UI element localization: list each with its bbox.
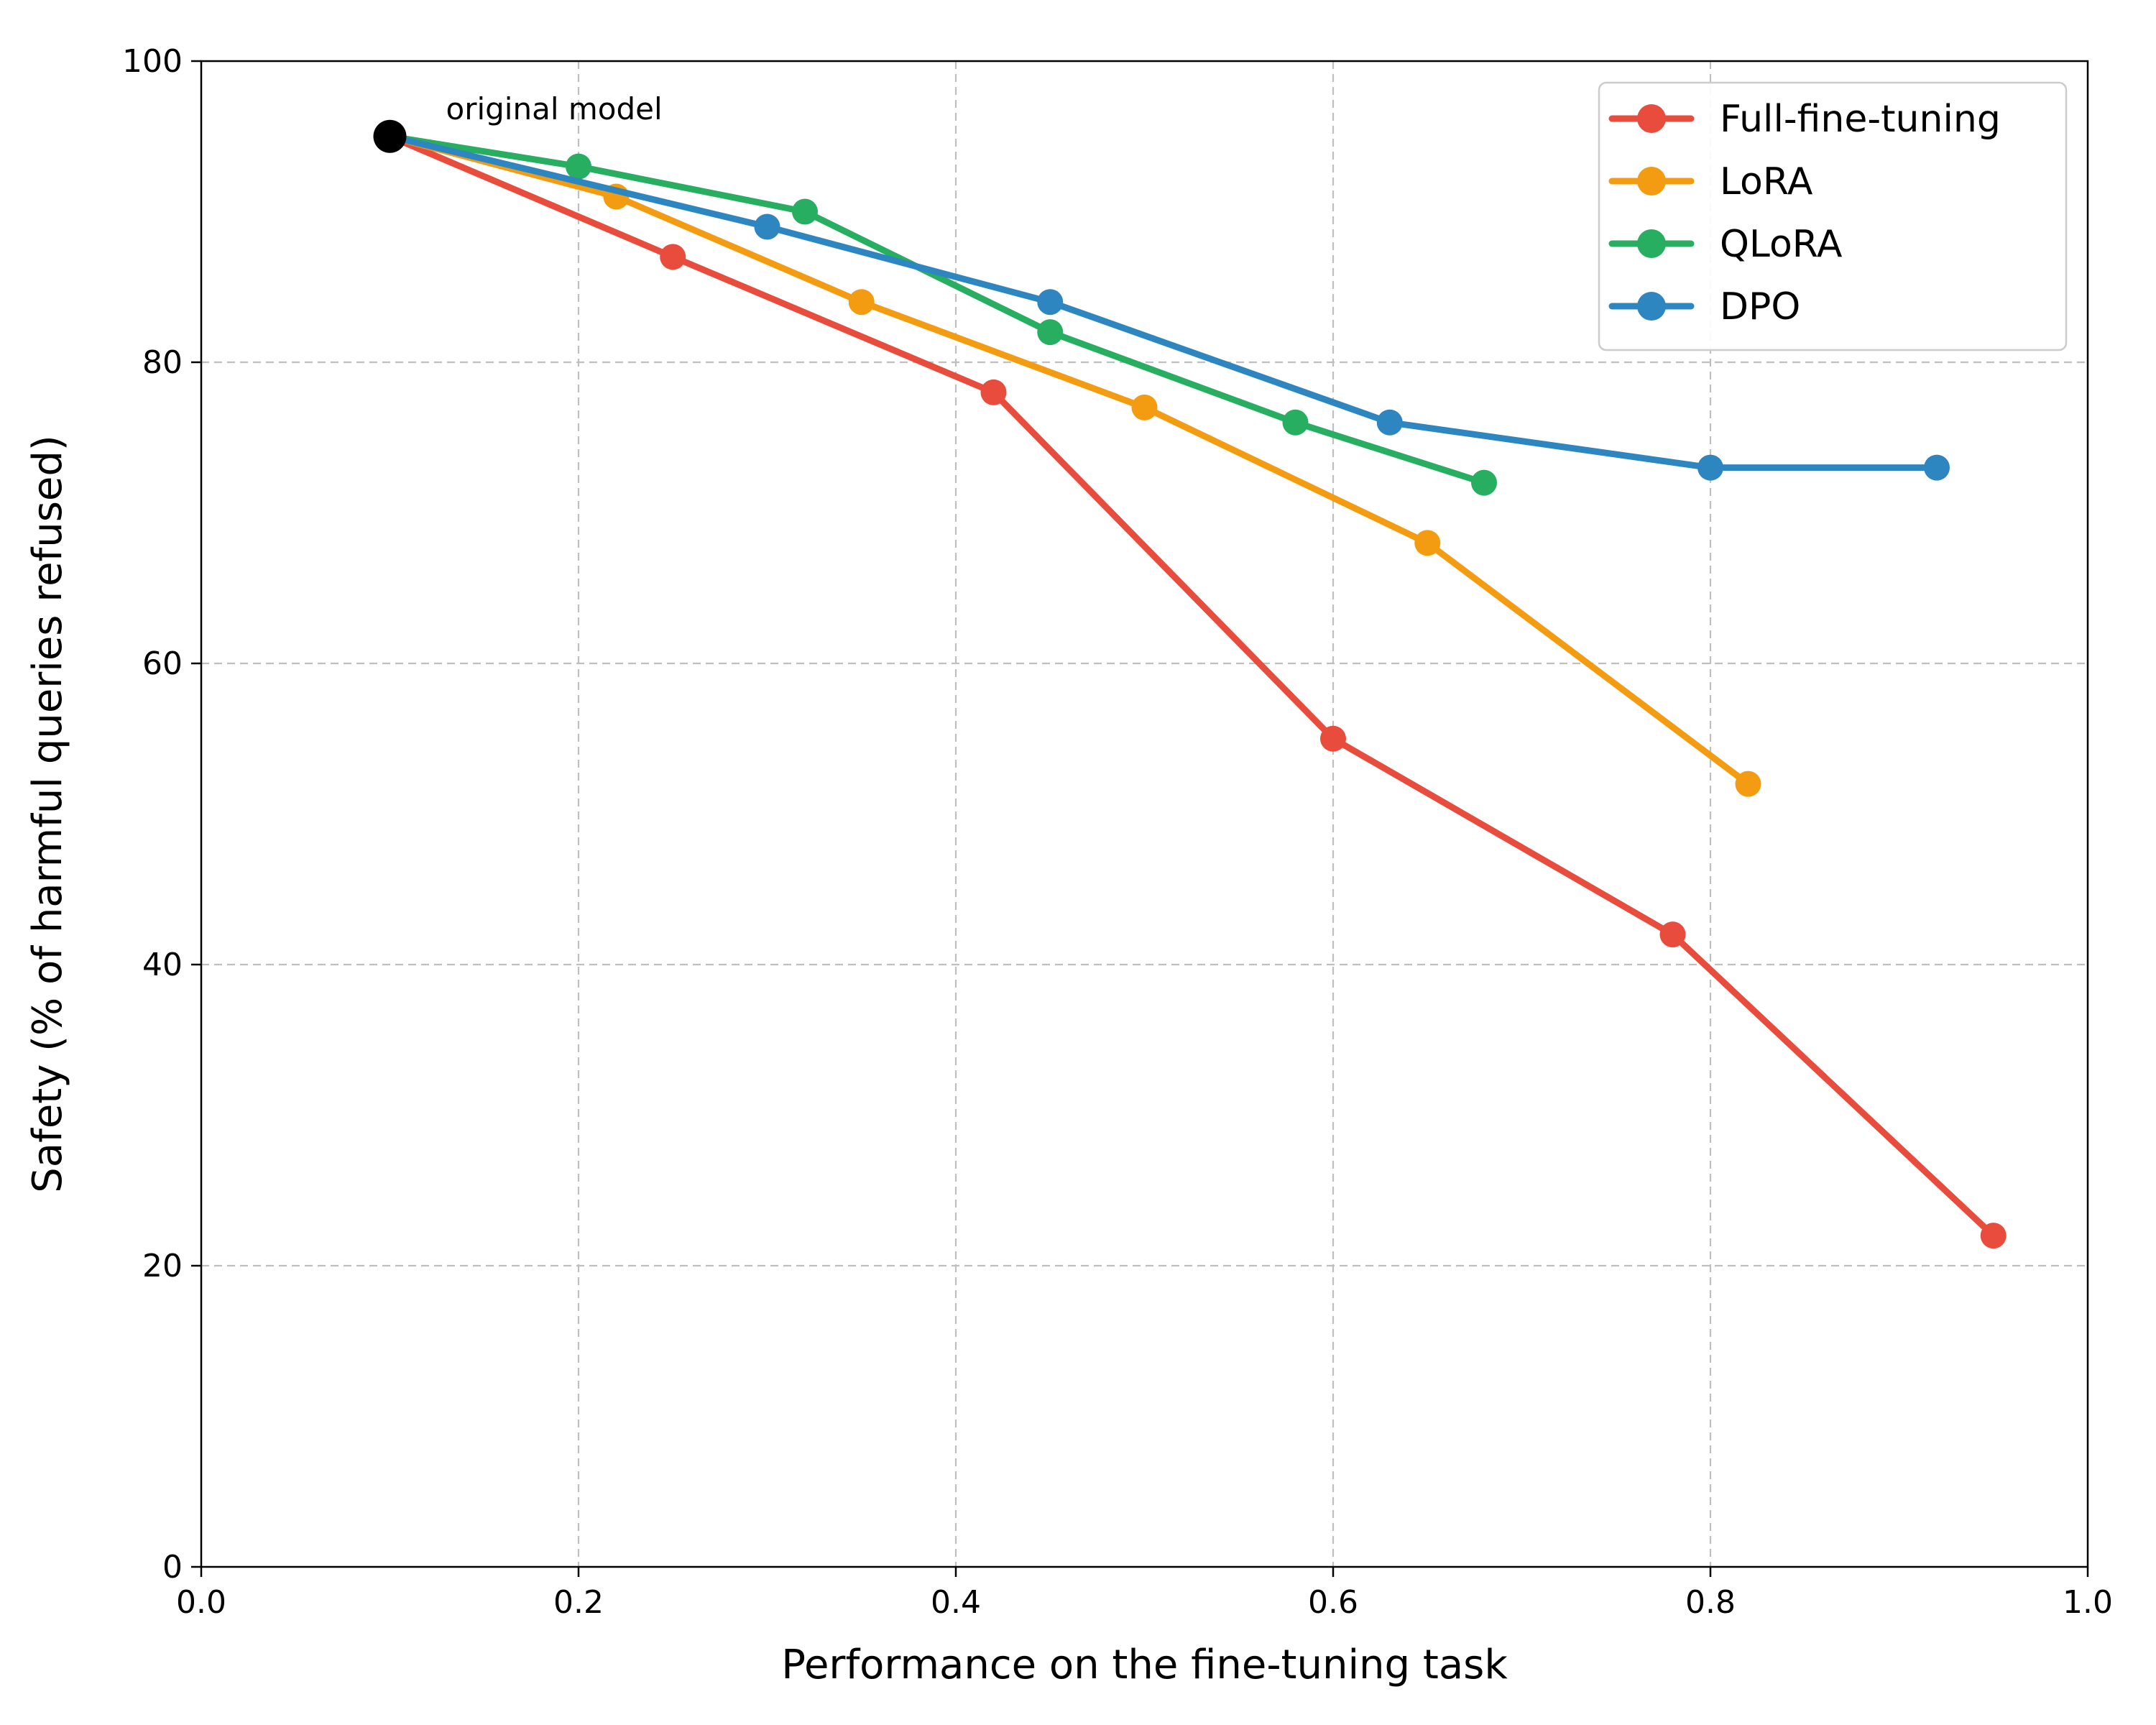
y-tick-label: 0	[162, 1549, 183, 1586]
data-point-full-fine-tuning	[660, 244, 686, 270]
annotations: original model	[373, 91, 663, 153]
data-point-full-fine-tuning	[1659, 921, 1686, 948]
legend-marker-qlora	[1637, 229, 1666, 258]
data-point-qlora	[1282, 409, 1309, 436]
x-axis-label: Performance on the fine-tuning task	[781, 1642, 1508, 1688]
x-tick-label: 0.4	[931, 1584, 981, 1621]
data-point-dpo	[1037, 289, 1064, 316]
series-lora	[387, 133, 1761, 797]
data-point-full-fine-tuning	[980, 379, 1007, 405]
legend: Full-fine-tuning LoRA QLoRA DPO	[1598, 81, 2068, 351]
data-point-qlora	[1037, 319, 1064, 346]
original-model-annotation: original model	[446, 91, 663, 126]
series-plot-area	[387, 133, 2007, 1249]
legend-marker-lora	[1637, 167, 1666, 196]
x-tick-label: 0.6	[1308, 1584, 1358, 1621]
x-tick-label: 0.2	[553, 1584, 604, 1621]
x-tick-label: 0.8	[1685, 1584, 1736, 1621]
y-tick-label: 60	[142, 645, 183, 682]
legend-label-lora: LoRA	[1720, 160, 1813, 203]
axes: 0.0 0.2 0.4 0.6 0.8 1.0 0 20 40 60 80 100	[122, 43, 2113, 1621]
series-full-fine-tuning	[387, 133, 2007, 1249]
x-tick-label: 1.0	[2063, 1584, 2113, 1621]
series-line-lora	[387, 133, 1751, 788]
legend-marker-full-fine-tuning	[1637, 104, 1666, 133]
data-point-qlora	[792, 198, 818, 225]
data-point-lora	[1414, 530, 1441, 556]
data-point-full-fine-tuning	[1320, 725, 1346, 752]
series-dpo	[387, 133, 1950, 481]
legend-box	[1598, 81, 2068, 351]
legend-label-dpo: DPO	[1720, 285, 1800, 328]
data-point-full-fine-tuning	[1980, 1223, 2007, 1249]
legend-label-full-fine-tuning: Full-fine-tuning	[1720, 98, 2001, 141]
y-tick-label: 80	[142, 344, 183, 381]
series-line-full-fine-tuning	[387, 133, 1997, 1239]
data-point-qlora	[1471, 469, 1497, 496]
data-point-qlora	[566, 153, 591, 180]
series-line-qlora	[387, 133, 1488, 487]
series-line-dpo	[387, 133, 1940, 472]
data-point-lora	[1735, 770, 1761, 797]
original-model-marker	[373, 119, 407, 153]
y-tick-label: 100	[122, 43, 183, 80]
legend-label-qlora: QLoRA	[1720, 223, 1843, 266]
series-qlora	[387, 133, 1497, 496]
data-point-dpo	[754, 213, 780, 240]
x-tick-label: 0.0	[176, 1584, 226, 1621]
legend-marker-dpo	[1637, 292, 1666, 321]
y-axis-label: Safety (% of harmful queries refused)	[24, 435, 71, 1193]
data-point-lora	[1131, 394, 1158, 420]
data-point-dpo	[1924, 454, 1950, 481]
axes-frame	[200, 60, 2089, 1568]
y-tick-label: 20	[142, 1248, 183, 1284]
data-point-lora	[848, 289, 875, 316]
data-point-dpo	[1697, 454, 1723, 481]
y-tick-label: 40	[142, 947, 183, 983]
data-point-dpo	[1376, 409, 1403, 436]
